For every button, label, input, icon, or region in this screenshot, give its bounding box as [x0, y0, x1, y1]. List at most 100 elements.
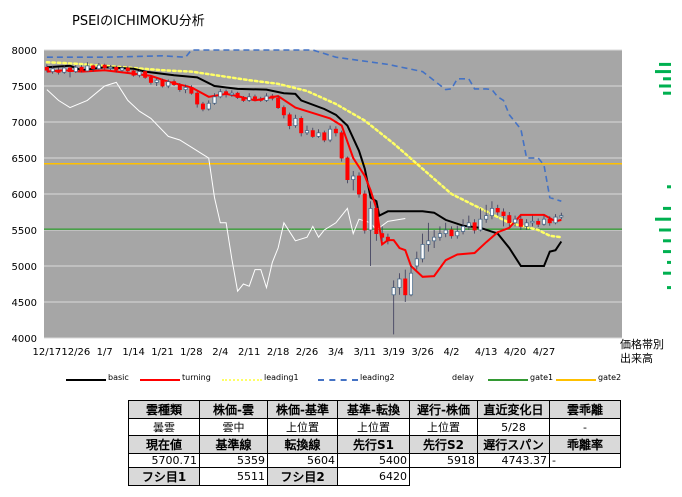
candle-body — [524, 222, 529, 227]
table-row: 曇雲 雲中 上位置 上位置 上位置 5/28 - — [128, 418, 621, 436]
x-tick-label: 4/27 — [533, 347, 555, 358]
cell-current-value: 5700.71 — [128, 453, 200, 468]
y-tick-label: 4000 — [12, 334, 37, 345]
candle-body — [218, 91, 223, 98]
candle-body — [44, 66, 49, 71]
legend-label: delay — [452, 373, 474, 382]
candle-body — [212, 96, 217, 104]
x-tick-label: 12/17 — [32, 347, 61, 358]
header-fushime1: フシ目1 — [128, 467, 200, 486]
candle-body — [322, 132, 327, 141]
candle-body — [177, 84, 182, 90]
volume-bar — [667, 185, 671, 189]
candle-body — [206, 102, 211, 110]
candle-body — [143, 71, 148, 78]
y-tick-label: 8000 — [12, 46, 37, 57]
candle-body — [166, 81, 171, 87]
candle-body — [183, 87, 188, 91]
candle-body — [252, 96, 257, 100]
candle-body — [258, 98, 263, 101]
candle-body — [200, 103, 205, 110]
series-lines — [44, 49, 622, 293]
candle-body — [403, 278, 408, 296]
candle-body — [472, 222, 477, 231]
candle-body — [270, 95, 275, 99]
candle-body — [172, 81, 177, 85]
header-fushime2: フシ目2 — [267, 467, 338, 486]
basic-line — [46, 64, 563, 267]
x-tick-label: 1/28 — [180, 347, 202, 358]
cell-price-base: 上位置 — [267, 418, 338, 436]
candle-body — [437, 233, 442, 238]
legend-swatch — [556, 379, 596, 381]
candle-body — [73, 66, 78, 72]
header-price-cloud: 株価-雲 — [199, 400, 268, 419]
candle-body — [264, 95, 269, 101]
candle-body — [374, 207, 379, 234]
legend-swatch — [488, 379, 528, 381]
candle-body — [541, 218, 546, 225]
volume-profile — [655, 62, 671, 290]
cell-cloud-divergence: - — [549, 418, 621, 436]
x-tick-label: 3/19 — [382, 347, 404, 358]
candle-body — [518, 218, 523, 227]
leading2-line — [46, 49, 562, 202]
legend-label: leading2 — [360, 373, 395, 382]
candle-body — [478, 218, 483, 231]
candle-body — [235, 92, 240, 98]
candle-body — [362, 193, 367, 231]
candle-body — [96, 64, 101, 70]
candle-body — [484, 215, 489, 220]
candle-body — [131, 70, 136, 76]
candle-body — [432, 236, 437, 242]
candle-body — [397, 278, 402, 288]
candle-body — [385, 236, 390, 242]
x-tick-label: 4/13 — [475, 347, 497, 358]
header-lagging-span: 遅行スパン — [477, 435, 550, 454]
candle-body — [414, 258, 419, 267]
cell-base-line: 5359 — [199, 453, 268, 468]
y-tick-label: 5500 — [12, 226, 37, 237]
volume-bar — [663, 239, 671, 243]
cell-fushime1: 5511 — [199, 467, 268, 486]
x-tick-label: 12/26 — [61, 347, 90, 358]
candle-body — [79, 66, 84, 72]
candle-body — [466, 222, 471, 227]
candle-body — [224, 91, 229, 96]
header-leading-span1: 先行S1 — [337, 435, 410, 454]
legend-swatch — [318, 379, 358, 381]
candle-body — [91, 65, 96, 70]
candle-body — [229, 92, 234, 96]
header-lagging-price: 遅行-株価 — [409, 400, 478, 419]
legend-label: leading1 — [264, 373, 299, 382]
candle-body — [328, 128, 333, 141]
header-price-base: 株価-基準 — [267, 400, 338, 419]
candle-body — [276, 97, 281, 108]
volume-bar — [667, 260, 671, 264]
candle-body — [409, 272, 414, 296]
candle-body — [247, 96, 252, 101]
candle-body — [495, 207, 500, 213]
candle-body — [420, 243, 425, 260]
header-cloud-type: 雲種類 — [128, 400, 200, 419]
x-tick-label: 1/7 — [97, 347, 113, 358]
x-tick-label: 1/14 — [122, 347, 144, 358]
candle-body — [513, 218, 518, 224]
candle-body — [304, 130, 309, 134]
y-tick-label: 7500 — [12, 82, 37, 93]
x-tick-label: 3/11 — [354, 347, 376, 358]
candle-body — [553, 216, 558, 224]
cell-price-cloud: 雲中 — [199, 418, 268, 436]
x-tick-label: 3/4 — [328, 347, 344, 358]
candle-body — [391, 287, 396, 296]
y-tick-label: 6500 — [12, 154, 37, 165]
candle-body — [426, 240, 431, 245]
x-tick-label: 2/18 — [267, 347, 289, 358]
candle-body — [85, 65, 90, 72]
legend-label: basic — [108, 373, 129, 382]
candle-body — [351, 175, 356, 180]
cell-fushime2: 6420 — [337, 467, 410, 486]
header-turning-line: 転換線 — [267, 435, 338, 454]
legend-label: turning — [182, 373, 211, 382]
candle-body — [536, 220, 541, 225]
